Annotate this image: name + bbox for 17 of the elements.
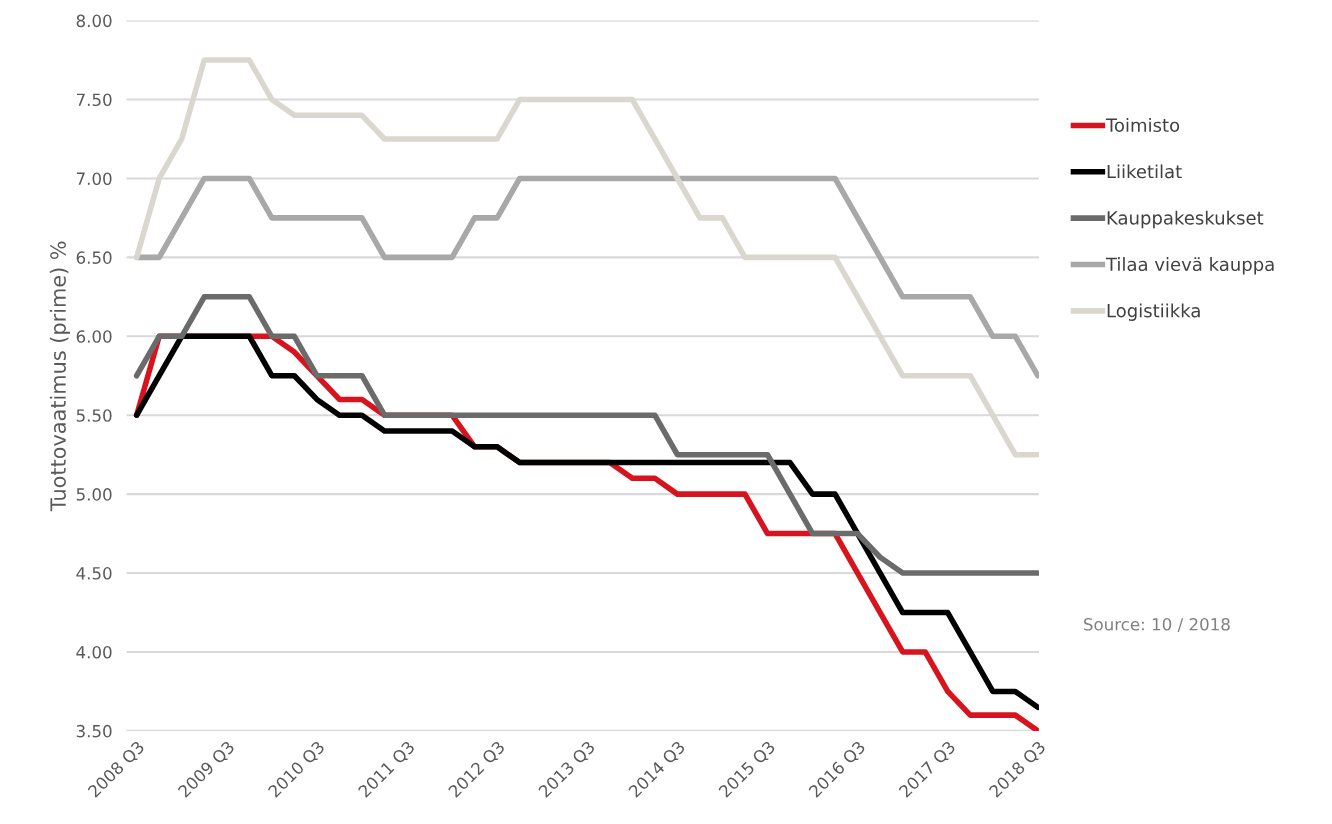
y-tick-label: 4.50 — [76, 567, 112, 580]
y-tick-label: 7.00 — [76, 172, 112, 186]
legend-label: Logistiikka — [1107, 303, 1200, 321]
source-note: Source: 10 / 2018 — [1084, 617, 1230, 632]
legend-label: Toimisto — [1105, 118, 1180, 132]
y-tick-label: 6.50 — [76, 251, 112, 264]
y-tick-label: 3.50 — [76, 724, 112, 738]
legend-label: Tilaa vievä kauppa — [1105, 257, 1274, 275]
y-tick-label: 5.50 — [76, 409, 112, 422]
legend-label: Liiketilat — [1107, 164, 1182, 179]
y-tick-label: 8.00 — [76, 14, 112, 28]
y-tick-label: 5.00 — [76, 488, 112, 501]
y-axis-title: Tuottovaatimus (prime) % — [49, 241, 70, 512]
y-tick-label: 4.00 — [76, 645, 112, 659]
y-tick-label: 7.50 — [76, 93, 112, 107]
legend-label: Kauppakeskukset — [1107, 210, 1264, 229]
y-tick-label: 6.00 — [76, 330, 112, 343]
